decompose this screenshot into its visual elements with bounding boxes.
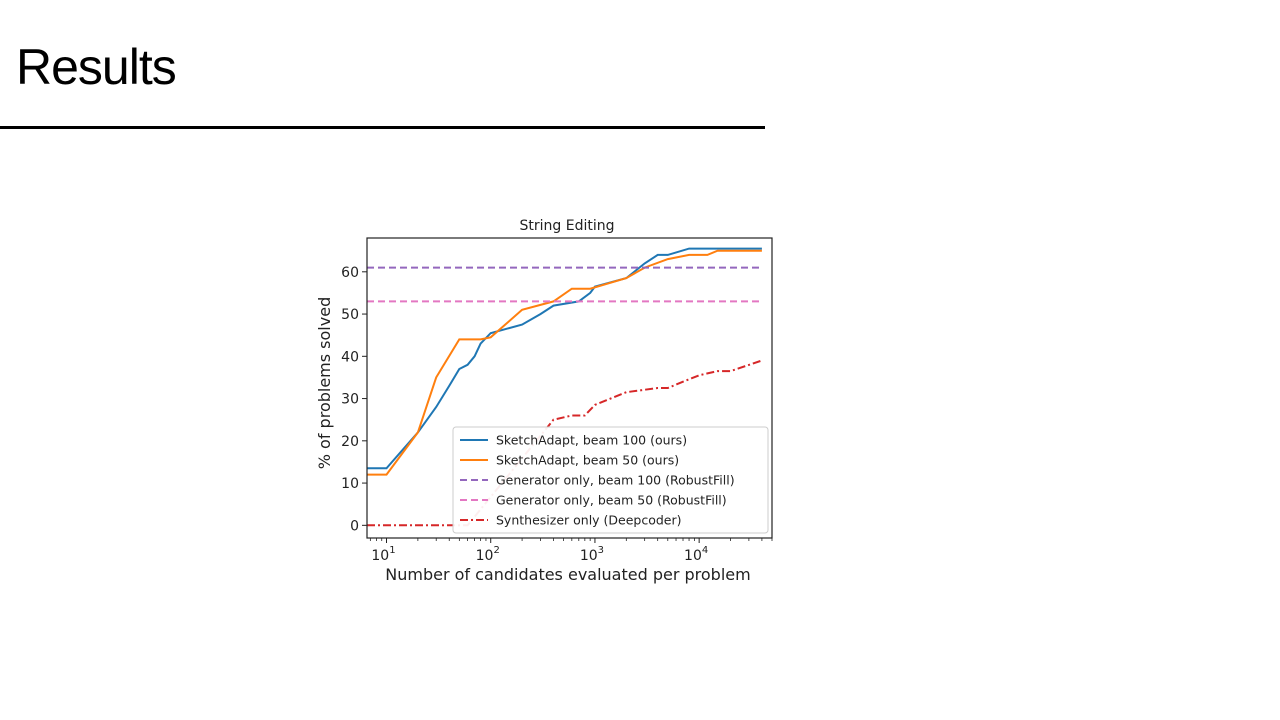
x-tick-label: 101	[371, 545, 395, 564]
legend-label: Synthesizer only (Deepcoder)	[496, 513, 682, 528]
legend: SketchAdapt, beam 100 (ours) SketchAdapt,…	[452, 426, 769, 534]
y-tick-label: 10	[341, 476, 359, 492]
legend-label: Generator only, beam 100 (RobustFill)	[496, 473, 735, 488]
series-line-5	[367, 359, 763, 527]
series-line-2	[367, 249, 762, 476]
line-chart: String Editing % of problems solved Numb…	[315, 218, 773, 584]
title-underline	[0, 126, 765, 129]
x-tick-label: 102	[476, 545, 500, 564]
series-line-1	[367, 247, 762, 470]
y-axis-label: % of problems solved	[315, 297, 334, 469]
x-tick-label: 103	[580, 545, 604, 564]
y-tick-label: 50	[341, 307, 359, 323]
plot-frame	[366, 237, 773, 539]
y-tick-label: 40	[341, 349, 359, 365]
x-tick-label: 104	[684, 545, 708, 564]
chart-title: String Editing	[520, 218, 615, 234]
slide-title: Results	[16, 39, 177, 95]
legend-box	[452, 426, 769, 534]
y-tick-label: 30	[341, 392, 359, 408]
legend-label: Generator only, beam 50 (RobustFill)	[496, 493, 727, 508]
legend-label: SketchAdapt, beam 50 (ours)	[496, 453, 679, 468]
legend-label: SketchAdapt, beam 100 (ours)	[496, 433, 687, 448]
x-axis-label: Number of candidates evaluated per probl…	[385, 565, 750, 584]
y-tick-label: 0	[350, 518, 359, 534]
y-tick-label: 20	[341, 434, 359, 450]
y-tick-label: 60	[341, 265, 359, 281]
